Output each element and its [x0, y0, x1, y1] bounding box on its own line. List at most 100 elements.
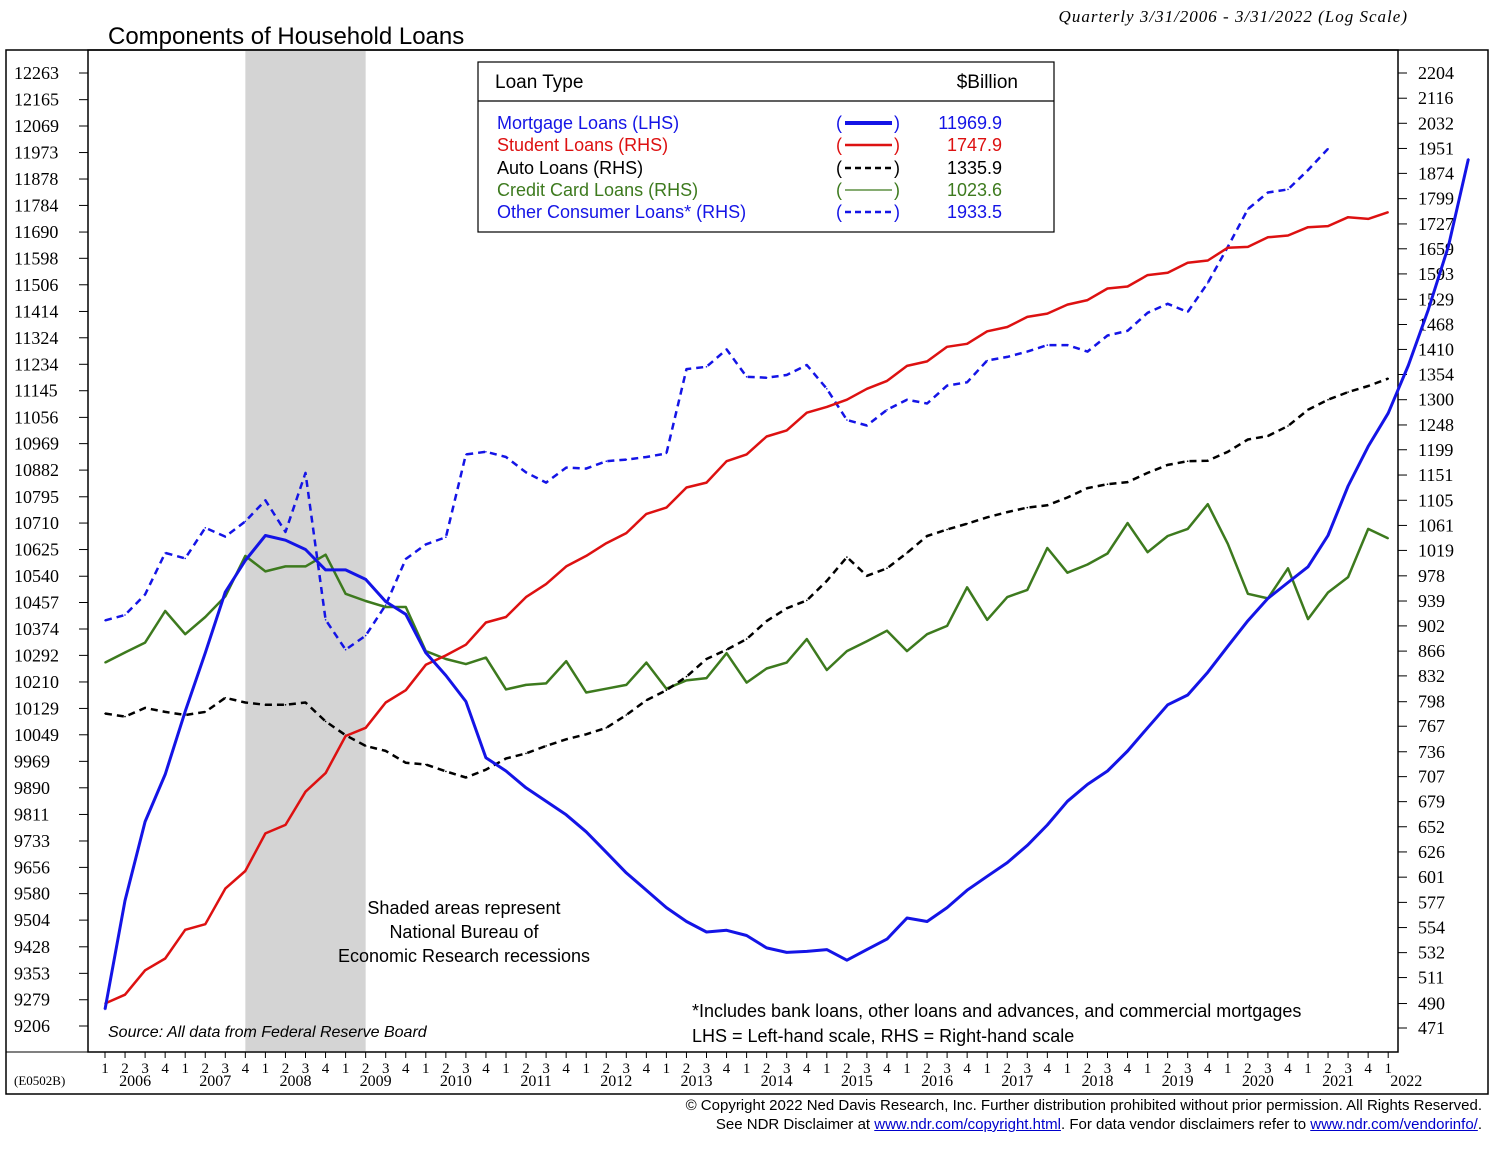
left-tick-label: 10049 — [14, 725, 59, 745]
left-tick-label: 9504 — [14, 910, 50, 930]
data-point — [1207, 459, 1209, 462]
chart-code: (E0502B) — [14, 1073, 65, 1088]
data-point — [384, 606, 387, 608]
data-point — [1026, 844, 1029, 847]
year-label: 2022 — [1390, 1073, 1422, 1090]
legend-value: 1023.6 — [947, 180, 1002, 200]
data-point — [1086, 350, 1089, 353]
data-point — [344, 648, 347, 651]
data-point — [565, 814, 567, 816]
data-point — [846, 419, 848, 421]
data-point — [184, 557, 186, 560]
data-point — [585, 691, 587, 694]
data-point — [1347, 576, 1349, 578]
right-tick-label: 577 — [1418, 892, 1445, 912]
copyright-link[interactable]: www.ndr.com/copyright.html — [874, 1116, 1061, 1133]
data-point — [605, 851, 608, 854]
data-point — [585, 467, 587, 470]
data-point — [785, 951, 788, 954]
left-tick-label: 11234 — [14, 354, 58, 374]
data-point — [645, 889, 648, 891]
data-point — [1186, 528, 1189, 530]
quarter-tick-label: 3 — [783, 1061, 791, 1077]
data-point — [745, 453, 748, 456]
data-point — [264, 534, 267, 537]
data-point — [1006, 861, 1009, 864]
quarter-tick-label: 4 — [1124, 1061, 1132, 1077]
left-tick-label: 11145 — [14, 381, 58, 401]
data-point — [1267, 597, 1269, 600]
data-point — [986, 875, 988, 878]
quarter-tick-label: 4 — [723, 1061, 731, 1077]
data-point — [1026, 589, 1029, 591]
data-point — [886, 938, 888, 940]
data-point — [144, 820, 146, 823]
data-point — [725, 652, 728, 654]
data-point — [1247, 438, 1249, 441]
data-point — [846, 650, 848, 652]
data-point — [665, 452, 668, 455]
data-point — [946, 346, 948, 348]
data-point — [445, 654, 447, 657]
data-point — [1307, 226, 1309, 228]
data-point — [1146, 312, 1149, 314]
data-point — [485, 621, 487, 624]
data-point — [465, 776, 467, 779]
data-point — [144, 593, 146, 596]
quarter-tick-label: 4 — [161, 1061, 169, 1077]
vendorinfo-link[interactable]: www.ndr.com/vendorinfo/ — [1310, 1116, 1478, 1133]
data-point — [1327, 534, 1329, 537]
quarter-tick-label: 3 — [141, 1061, 149, 1077]
data-point — [1166, 704, 1169, 706]
legend-paren-open: ( — [836, 180, 842, 200]
data-point — [765, 620, 768, 622]
right-tick-label: 2116 — [1418, 88, 1453, 108]
data-point — [124, 651, 126, 654]
data-point — [224, 535, 227, 538]
data-point — [525, 752, 527, 755]
data-point — [685, 675, 688, 678]
data-point — [1166, 272, 1169, 274]
data-point — [1146, 472, 1149, 474]
data-point — [986, 359, 988, 362]
quarter-tick-label: 4 — [482, 1061, 490, 1077]
quarter-tick-label: 2 — [843, 1061, 851, 1077]
legend-value: 1335.9 — [947, 158, 1002, 178]
data-point — [304, 701, 307, 704]
left-tick-label: 10129 — [14, 698, 59, 718]
left-tick-label: 10374 — [14, 619, 59, 639]
data-point — [986, 516, 988, 519]
quarter-tick-label: 4 — [562, 1061, 570, 1077]
data-point — [966, 889, 968, 891]
data-point — [1307, 169, 1309, 171]
right-tick-label: 1410 — [1418, 339, 1454, 359]
copyright-line: © Copyright 2022 Ned Davis Research, Inc… — [685, 1097, 1482, 1114]
right-tick-label: 511 — [1418, 968, 1444, 988]
data-point — [886, 409, 888, 411]
data-point — [1046, 824, 1049, 826]
data-point — [625, 872, 628, 874]
right-tick-label: 490 — [1418, 994, 1445, 1014]
data-point — [284, 539, 287, 541]
year-label: 2016 — [921, 1073, 953, 1090]
copyright-footer: © Copyright 2022 Ned Davis Research, Inc… — [0, 1096, 1482, 1134]
quarter-tick-label: 2 — [1004, 1061, 1012, 1077]
data-point — [685, 486, 688, 489]
data-point — [665, 689, 668, 691]
legend-label: Credit Card Loans (RHS) — [497, 180, 698, 200]
data-point — [665, 906, 668, 909]
data-point — [1166, 464, 1169, 466]
data-point — [665, 687, 668, 690]
legend-paren-close: ) — [894, 180, 900, 200]
data-point — [605, 687, 608, 690]
data-point — [405, 613, 407, 616]
quarter-tick-label: 1 — [181, 1061, 189, 1077]
legend-value: 11969.9 — [938, 113, 1002, 133]
data-point — [1066, 496, 1069, 499]
data-point — [1106, 552, 1109, 555]
quarter-tick-label: 1 — [1064, 1061, 1072, 1077]
legend-paren-close: ) — [894, 202, 900, 222]
data-point — [906, 398, 908, 401]
year-label: 2010 — [440, 1073, 472, 1090]
data-point — [1126, 750, 1129, 752]
